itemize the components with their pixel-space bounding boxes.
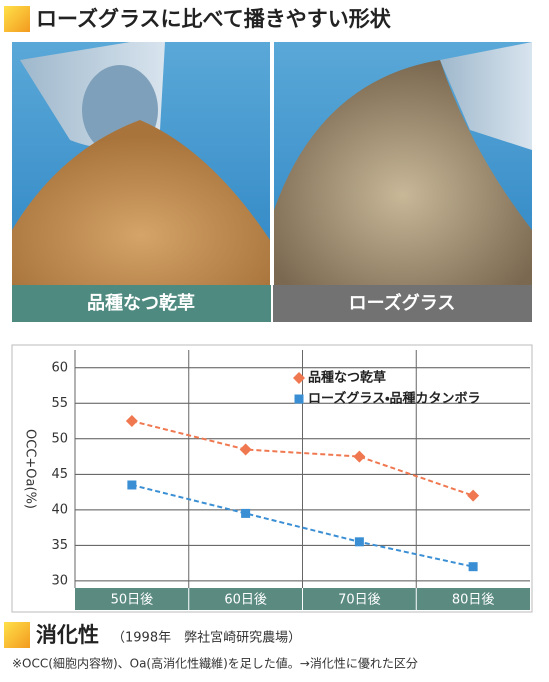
label-bar-right — [273, 285, 532, 322]
footer-heading: 消化性 — [36, 623, 99, 647]
y-tick-label: 50 — [51, 431, 68, 446]
legend-label: ローズグラス・品種カタンボラ — [308, 391, 481, 407]
x-tick-label: 50日後 — [111, 593, 154, 608]
chart-frame — [11, 344, 533, 613]
title-icon — [4, 6, 30, 32]
footer-source: （1998年 弊社宮崎研究農場） — [112, 630, 301, 646]
label-bar-left — [12, 285, 271, 322]
x-tick-label: 60日後 — [224, 593, 267, 608]
y-axis-label: OCC+Oa(%) — [23, 429, 38, 509]
y-tick-label: 55 — [51, 396, 68, 411]
photo-label: 品種なつ乾草 — [87, 292, 195, 314]
data-point — [467, 489, 480, 502]
data-point — [468, 562, 478, 572]
legend-label: 品種なつ乾草 — [308, 370, 386, 386]
y-tick-label: 30 — [51, 573, 68, 588]
data-point — [239, 443, 252, 456]
footer-icon — [4, 622, 30, 648]
data-point — [125, 415, 138, 428]
footer-note: ※OCC(細胞内容物)、Oa(高消化性繊維)を足した値。→消化性に優れた区分 — [12, 656, 418, 671]
y-tick-label: 35 — [51, 538, 68, 553]
y-tick-label: 45 — [51, 467, 68, 482]
photo-right — [274, 42, 532, 285]
data-point — [127, 480, 137, 490]
data-point — [241, 508, 251, 518]
data-point — [353, 450, 366, 463]
y-tick-label: 60 — [51, 360, 68, 375]
series-line — [131, 484, 474, 568]
series-line — [131, 420, 474, 497]
photo-left — [12, 42, 270, 285]
photo-label: ローズグラス — [349, 292, 456, 314]
y-tick-label: 40 — [51, 502, 68, 517]
data-point — [354, 537, 364, 547]
x-tick-label: 80日後 — [452, 593, 495, 608]
page-title: ローズグラスに比べて播きやすい形状 — [36, 7, 392, 31]
legend-marker — [294, 394, 304, 404]
x-tick-label: 70日後 — [338, 593, 381, 608]
legend-marker — [293, 372, 305, 384]
